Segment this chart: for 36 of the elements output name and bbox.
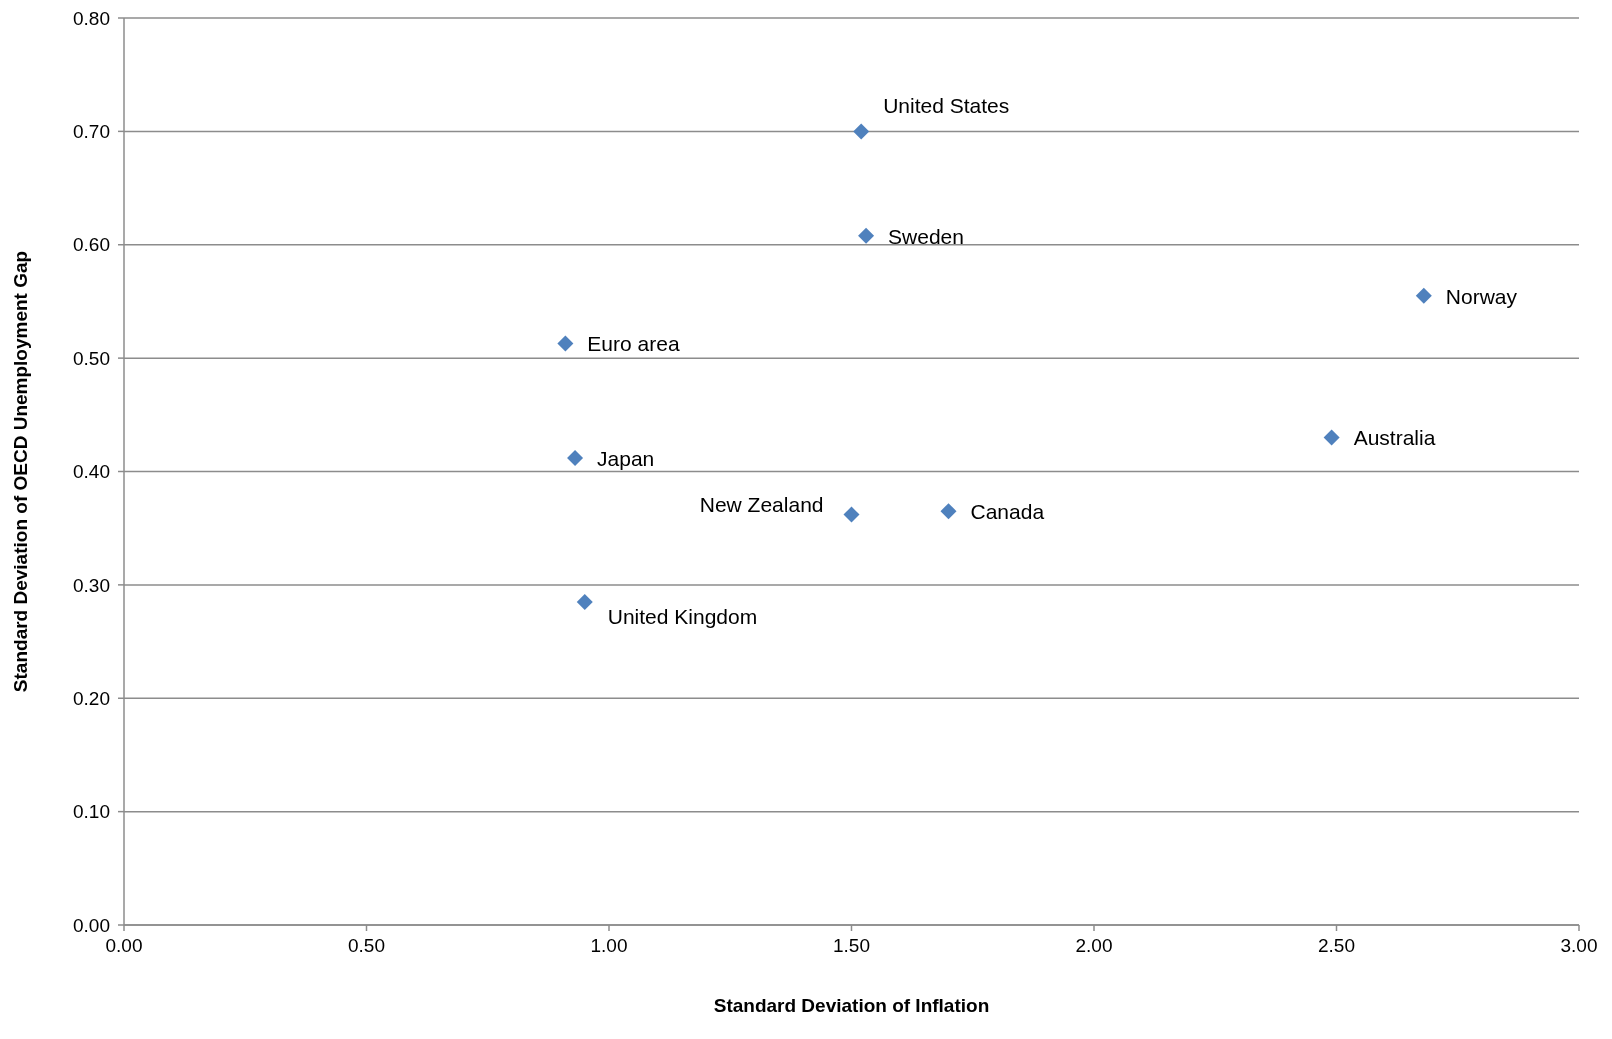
y-tick-label: 0.20 [73, 687, 110, 709]
x-tick-label: 0.00 [105, 935, 143, 957]
annotation: New Zealand [699, 492, 824, 516]
point [843, 506, 860, 523]
annotation: Norway [1445, 284, 1518, 308]
x-tick-label: 1.50 [833, 935, 870, 957]
x-tick-label: 1.00 [590, 935, 628, 957]
point [940, 503, 957, 520]
annotation: United Kingdom [607, 604, 758, 628]
x-tick-label: 0.50 [348, 935, 385, 957]
y-tick-label: 0.50 [73, 347, 110, 369]
x-axis-title: Standard Deviation of Inflation [713, 995, 990, 1016]
x-tick-label: 3.00 [1560, 935, 1598, 957]
y-tick-label: 0.00 [73, 914, 110, 936]
point [576, 593, 593, 610]
y-tick-label: 0.60 [73, 234, 110, 256]
annotation: Euro area [587, 332, 680, 356]
y-tick-label: 0.10 [73, 801, 110, 823]
point [567, 449, 584, 466]
annotation: Australia [1353, 426, 1436, 450]
y-tick-label: 0.40 [73, 461, 110, 483]
point [853, 123, 870, 140]
annotation: Japan [597, 446, 655, 470]
point [1323, 429, 1340, 446]
x-tick-label: 2.00 [1075, 935, 1113, 957]
point [858, 227, 875, 244]
y-tick-label: 0.80 [73, 7, 110, 29]
annotation: Sweden [888, 224, 964, 248]
x-tick-label: 2.50 [1318, 935, 1355, 957]
y-tick-label: 0.30 [73, 574, 110, 596]
y-axis-title: Standard Deviation of OECD Unemployment Gap [9, 250, 31, 693]
y-tick-label: 0.70 [73, 121, 110, 143]
annotation: Canada [970, 500, 1045, 524]
point [1415, 287, 1432, 304]
point [557, 335, 574, 352]
annotation: United States [883, 94, 1010, 118]
